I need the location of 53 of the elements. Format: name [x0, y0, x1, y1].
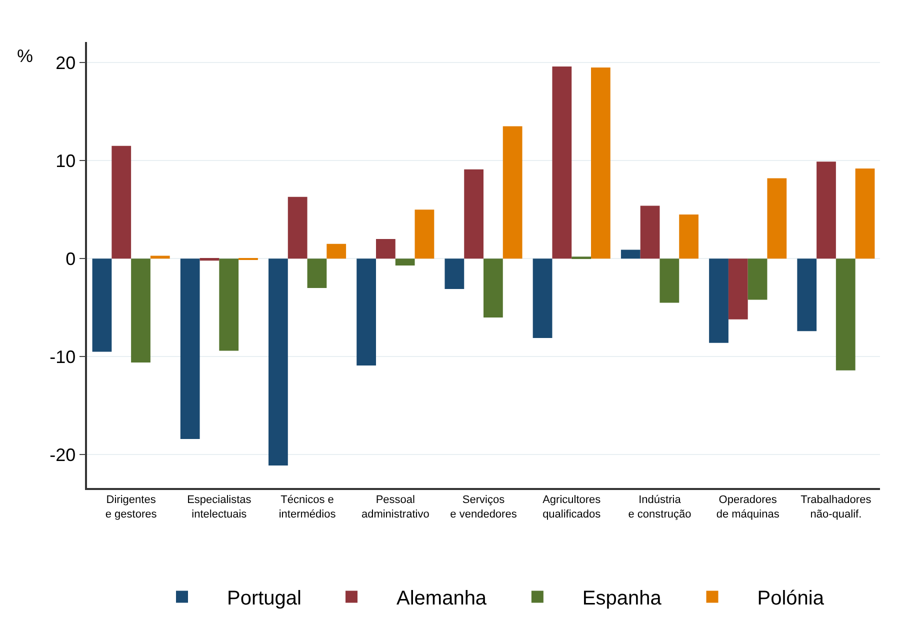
bar: [200, 258, 220, 261]
x-tick-label: Operadores de máquinas: [716, 494, 780, 520]
bar: [150, 256, 170, 259]
bar: [395, 258, 415, 266]
x-tick-label: Dirigentes e gestores: [105, 494, 158, 520]
y-tick-label: -20: [50, 444, 76, 465]
x-tick-label: Serviços e vendedores: [450, 494, 518, 520]
y-tick-label: 0: [66, 248, 76, 269]
legend-label: Espanha: [582, 588, 662, 610]
bar: [376, 239, 396, 259]
bar: [748, 258, 768, 300]
bar: [640, 206, 660, 259]
x-tick-label: Trabalhadores não-qualif.: [800, 494, 872, 520]
bar: [620, 250, 640, 259]
bar: [112, 146, 132, 259]
bar: [816, 162, 836, 259]
bar: [552, 66, 572, 259]
bar: [855, 168, 875, 259]
bar: [660, 258, 680, 303]
bar: [92, 258, 112, 352]
bar: [836, 258, 856, 370]
bar: [591, 67, 610, 259]
y-axis-title: %: [17, 46, 34, 66]
legend-label: Alemanha: [396, 588, 488, 610]
x-tick-label: Indústria e construção: [628, 494, 692, 520]
bar: [502, 126, 522, 259]
bar: [797, 258, 817, 332]
bar: [307, 258, 327, 288]
legend-label: Polónia: [757, 588, 825, 610]
bar: [484, 258, 503, 318]
x-tick-label: Técnicos e intermédios: [278, 494, 336, 520]
bar: [728, 258, 748, 320]
y-tick-label: 20: [56, 52, 76, 73]
bar: [180, 258, 200, 439]
y-tick-label: -10: [50, 346, 76, 367]
bar: [679, 214, 698, 259]
y-tick-label: 10: [56, 150, 76, 171]
bar: [288, 196, 308, 259]
legend-label: Portugal: [227, 588, 302, 610]
bar: [219, 258, 239, 351]
x-tick-label: Pessoal administrativo: [361, 494, 430, 520]
x-tick-label: Especialistas intelectuais: [187, 494, 252, 520]
x-tick-label: Agricultores qualificados: [542, 494, 602, 520]
bar: [464, 169, 484, 259]
bar: [326, 244, 346, 259]
bar: [444, 258, 464, 290]
bar: [532, 258, 552, 338]
bar: [767, 178, 787, 259]
bar: [268, 258, 288, 466]
bar: [414, 210, 434, 259]
bar: [709, 258, 728, 343]
bar: [131, 258, 150, 363]
bar: [356, 258, 376, 366]
